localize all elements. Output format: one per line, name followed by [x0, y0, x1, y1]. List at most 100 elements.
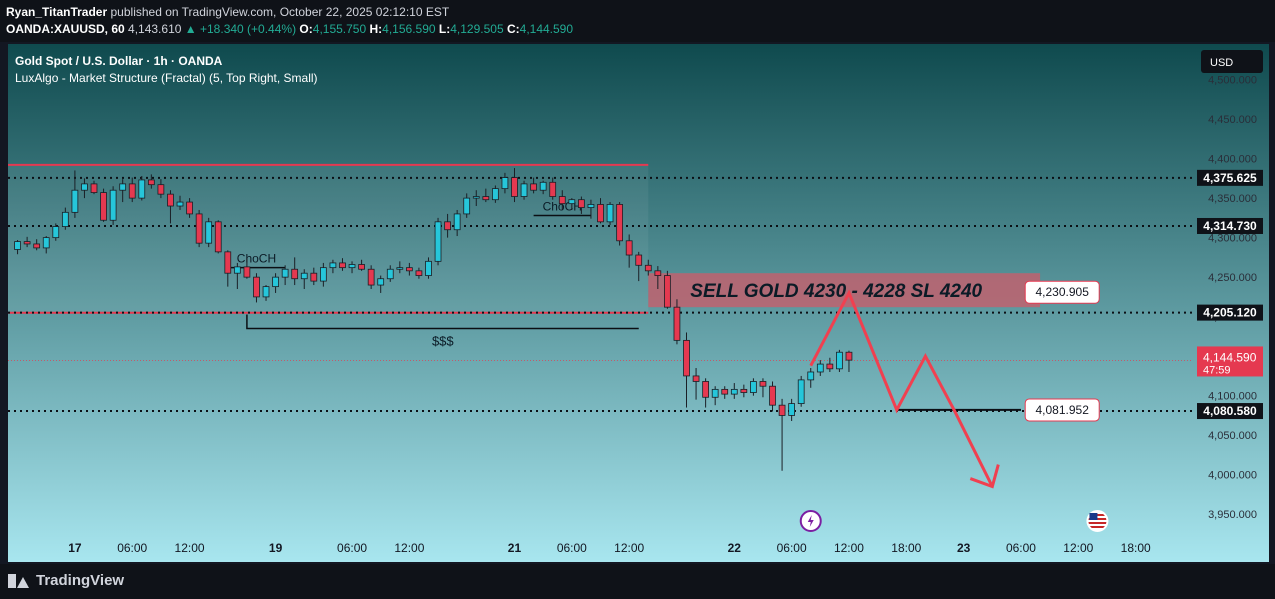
candle[interactable]	[568, 199, 576, 205]
candle[interactable]	[616, 204, 623, 242]
candle[interactable]	[549, 181, 557, 197]
candle[interactable]	[109, 189, 117, 221]
candle[interactable]	[186, 201, 193, 215]
candle[interactable]	[578, 199, 585, 208]
author-name[interactable]: Ryan_TitanTrader	[6, 5, 108, 19]
candle[interactable]	[530, 183, 537, 191]
candle[interactable]	[836, 351, 843, 370]
candle[interactable]	[33, 243, 41, 249]
tradingview-logo[interactable]: TradingView	[8, 572, 124, 589]
projection-path[interactable]	[809, 289, 994, 488]
candle[interactable]	[90, 183, 98, 193]
candle[interactable]	[329, 262, 337, 269]
price-chart[interactable]: Gold Spot / U.S. Dollar · 1h · OANDA Lux…	[0, 42, 1275, 564]
candle[interactable]	[205, 221, 213, 244]
candle[interactable]	[272, 276, 279, 288]
candle[interactable]	[300, 272, 308, 280]
candle[interactable]	[501, 177, 509, 190]
candle[interactable]	[750, 381, 757, 393]
candle[interactable]	[310, 272, 318, 282]
candle[interactable]	[233, 266, 241, 274]
candle[interactable]	[673, 306, 681, 341]
symbol-label[interactable]: OANDA:XAUUSD, 60	[6, 22, 125, 36]
candle[interactable]	[14, 241, 21, 250]
candle[interactable]	[797, 379, 805, 404]
candle[interactable]	[320, 267, 327, 282]
candle[interactable]	[176, 201, 184, 207]
candle[interactable]	[23, 241, 31, 245]
candle[interactable]	[243, 266, 251, 278]
candle[interactable]	[721, 388, 729, 395]
level-price-badge[interactable]	[1197, 304, 1263, 321]
candle[interactable]	[539, 181, 547, 191]
candle[interactable]	[224, 251, 232, 274]
candle[interactable]	[406, 267, 413, 272]
candle[interactable]	[520, 183, 528, 197]
candle[interactable]	[81, 183, 88, 191]
candle[interactable]	[42, 237, 50, 249]
candle[interactable]	[358, 264, 365, 270]
currency-button[interactable]	[1201, 50, 1263, 73]
candle[interactable]	[769, 385, 776, 406]
candle[interactable]	[377, 278, 385, 286]
candle[interactable]	[558, 196, 566, 205]
candle[interactable]	[157, 184, 165, 195]
candle[interactable]	[472, 196, 480, 199]
candle[interactable]	[807, 371, 815, 381]
candle[interactable]	[587, 204, 595, 208]
candle[interactable]	[702, 381, 709, 398]
liquidity-line[interactable]	[246, 314, 639, 330]
candle[interactable]	[434, 221, 442, 262]
candle[interactable]	[664, 275, 671, 308]
candle[interactable]	[367, 268, 375, 286]
candle[interactable]	[138, 179, 146, 199]
level-price-badge[interactable]	[1197, 403, 1263, 420]
candle[interactable]	[606, 204, 614, 223]
chart-area[interactable]: Gold Spot / U.S. Dollar · 1h · OANDA Lux…	[0, 42, 1275, 564]
candle[interactable]	[644, 264, 652, 272]
candle[interactable]	[425, 260, 432, 276]
candle[interactable]	[444, 221, 451, 231]
candle[interactable]	[635, 254, 643, 266]
candle[interactable]	[788, 403, 795, 416]
candle[interactable]	[511, 177, 518, 197]
candle[interactable]	[61, 211, 69, 227]
candle[interactable]	[740, 388, 748, 393]
candle[interactable]	[597, 204, 604, 223]
candle[interactable]	[167, 193, 174, 207]
candle[interactable]	[692, 375, 700, 382]
candle[interactable]	[482, 196, 490, 201]
candle[interactable]	[291, 268, 299, 280]
level-price-badge[interactable]	[1197, 169, 1263, 186]
candle[interactable]	[683, 339, 690, 377]
candle[interactable]	[816, 363, 824, 373]
candle[interactable]	[625, 240, 633, 256]
candle[interactable]	[415, 270, 423, 276]
candle[interactable]	[71, 189, 79, 213]
candle[interactable]	[396, 267, 404, 270]
candle[interactable]	[214, 221, 222, 253]
current-price-badge[interactable]	[1197, 346, 1263, 377]
candle[interactable]	[759, 381, 767, 387]
price-callout[interactable]	[1024, 398, 1100, 422]
candle[interactable]	[253, 276, 260, 298]
candle[interactable]	[348, 264, 356, 269]
price-callout[interactable]	[1024, 280, 1100, 304]
candle[interactable]	[730, 388, 738, 395]
candle[interactable]	[100, 192, 107, 221]
candle[interactable]	[845, 351, 853, 361]
level-price-badge[interactable]	[1197, 217, 1263, 234]
candle[interactable]	[492, 188, 499, 201]
candle[interactable]	[52, 226, 60, 239]
candle[interactable]	[826, 363, 834, 370]
candle[interactable]	[778, 404, 786, 416]
candle[interactable]	[453, 213, 461, 231]
candle[interactable]	[463, 197, 471, 215]
candle[interactable]	[654, 270, 662, 276]
candle[interactable]	[281, 268, 289, 278]
candle[interactable]	[147, 179, 155, 186]
candle[interactable]	[195, 213, 203, 244]
candle[interactable]	[119, 183, 127, 191]
candle[interactable]	[262, 286, 270, 298]
indicator-name[interactable]: LuxAlgo - Market Structure (Fractal) (5,…	[15, 71, 318, 85]
